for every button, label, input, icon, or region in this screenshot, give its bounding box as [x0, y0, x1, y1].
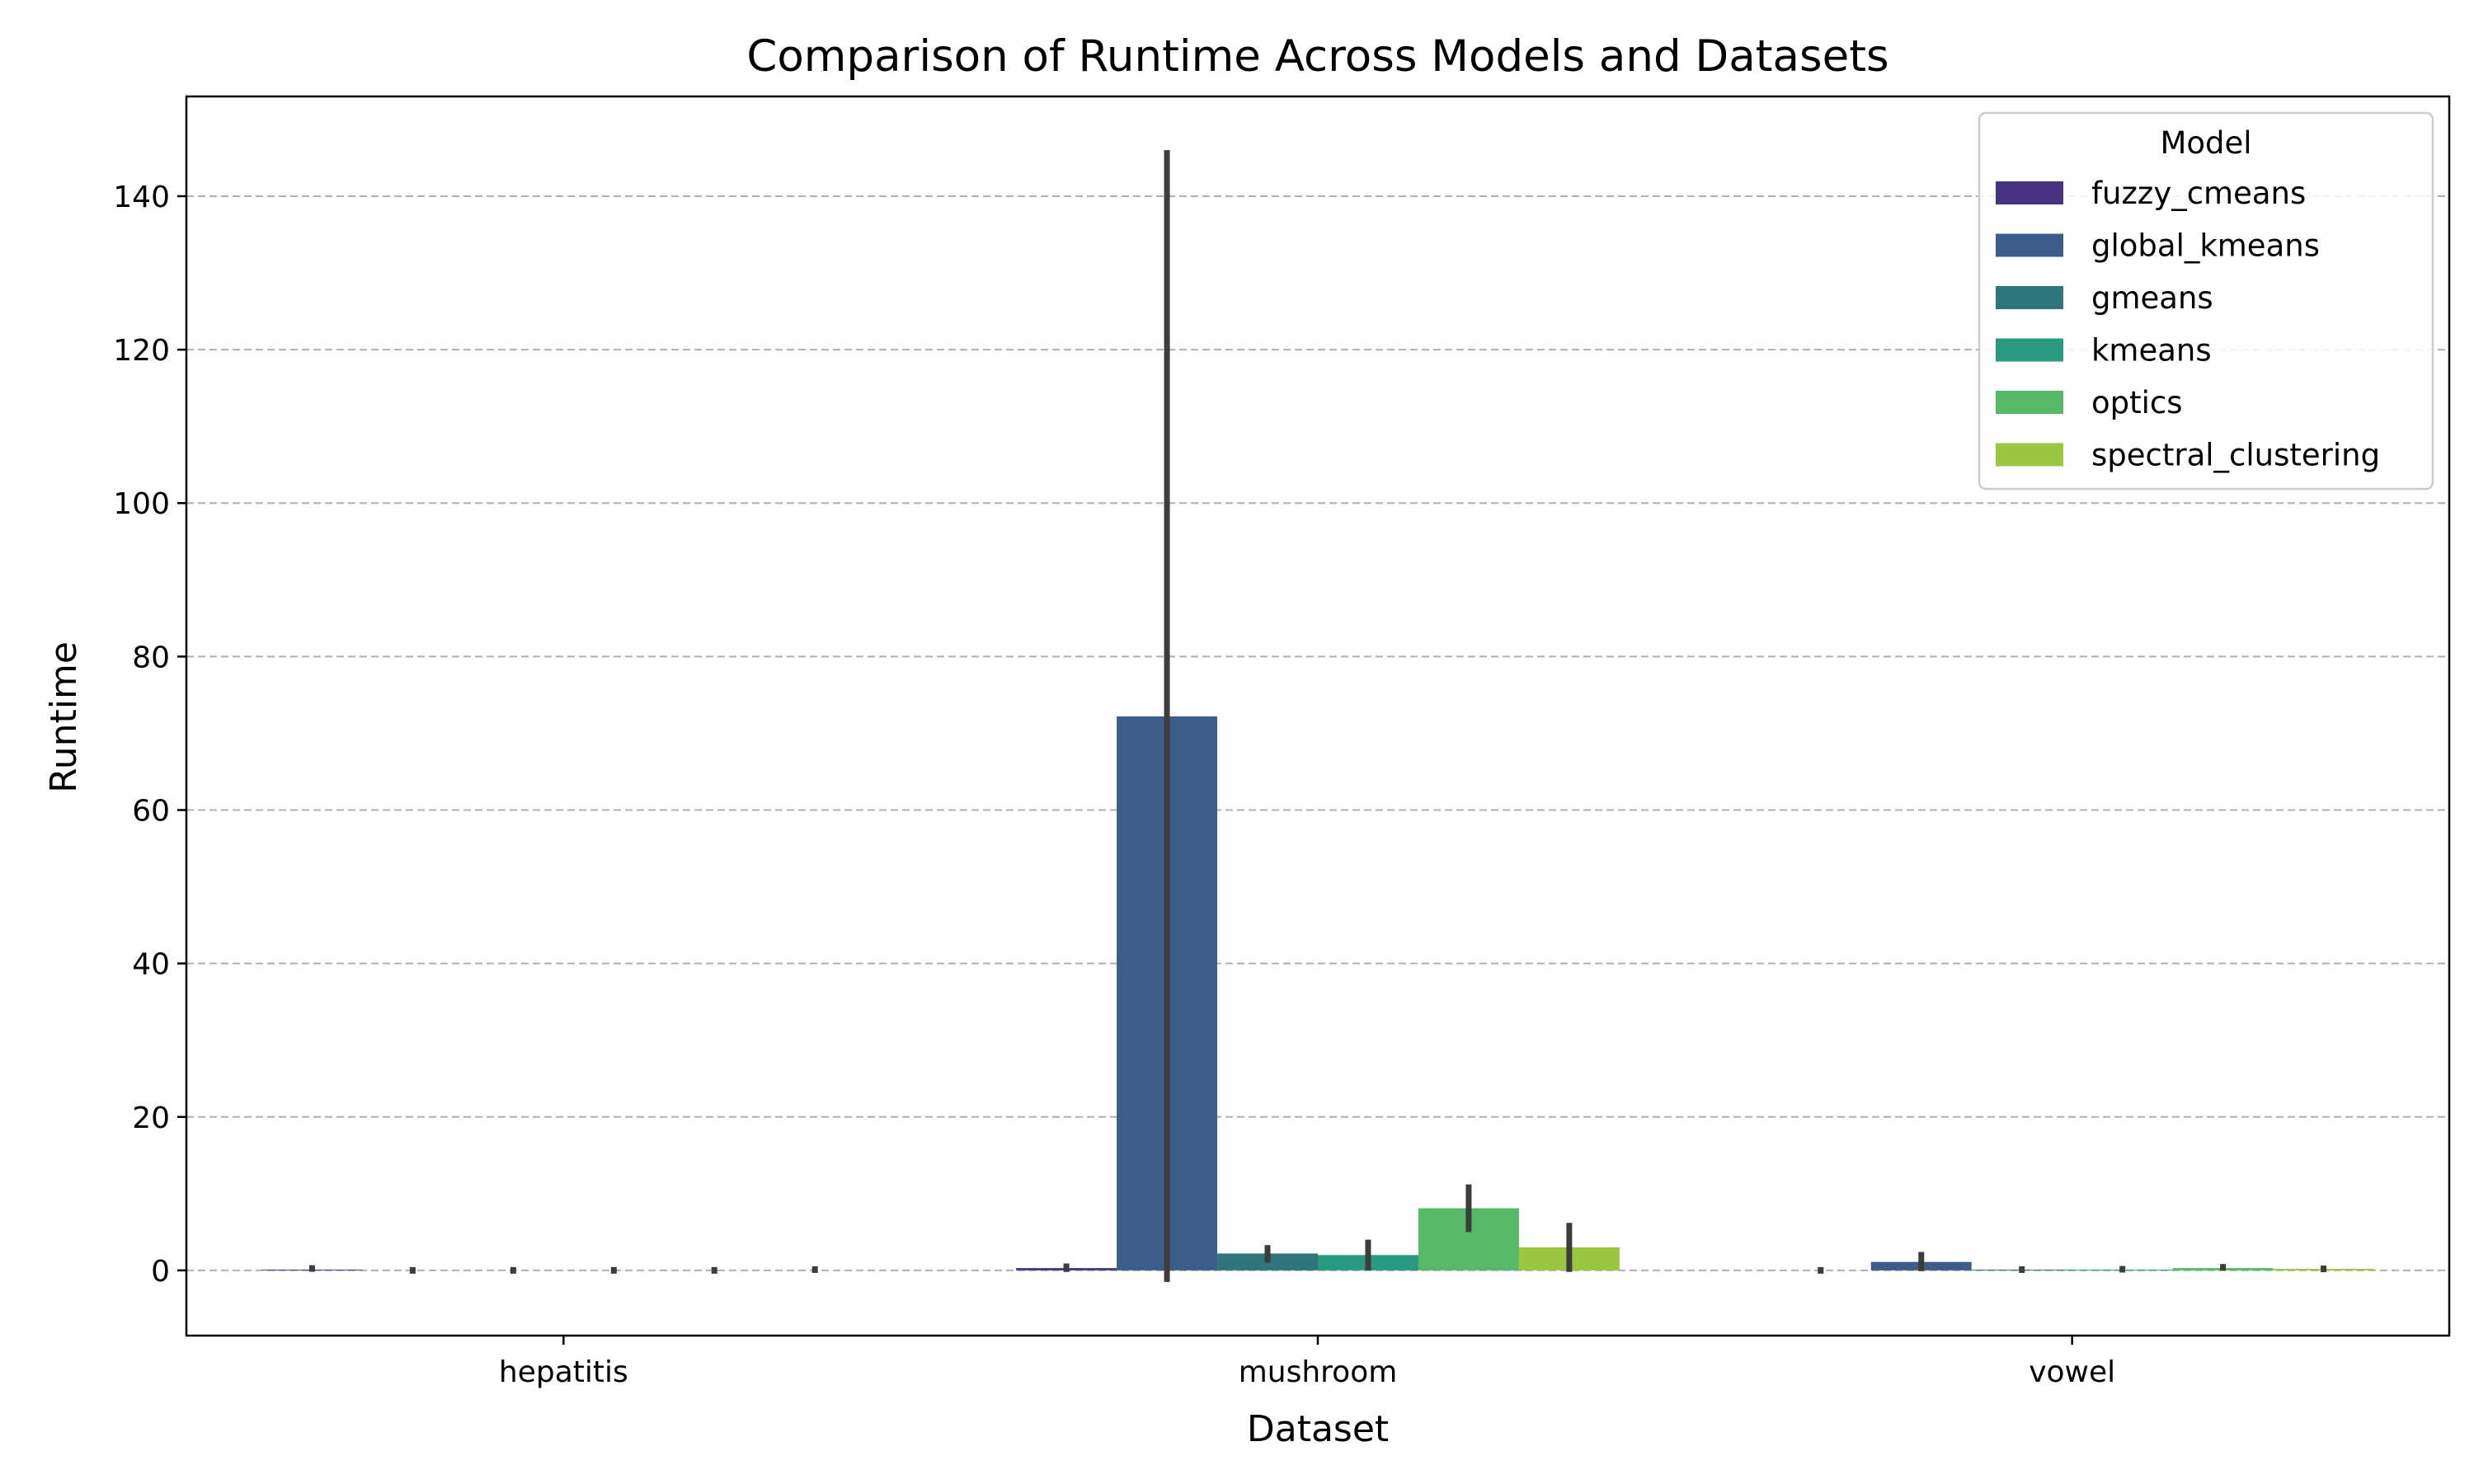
- legend-swatch-spectral_clustering: [1996, 443, 2063, 467]
- legend-swatch-kmeans: [1996, 338, 2063, 362]
- bars: [261, 716, 2374, 1270]
- y-tick-label: 20: [132, 1101, 170, 1135]
- y-axis-label: Runtime: [43, 641, 85, 793]
- legend-label-global_kmeans: global_kmeans: [2091, 228, 2320, 264]
- legend-title: Model: [2160, 125, 2251, 161]
- legend-label-spectral_clustering: spectral_clustering: [2091, 438, 2380, 473]
- y-tick-label: 60: [132, 795, 170, 829]
- y-tick-label: 80: [132, 641, 170, 674]
- y-tick-label: 140: [113, 181, 170, 214]
- legend-label-optics: optics: [2091, 385, 2183, 420]
- y-axis-ticks: 0 20 40 60 80 100 120 140: [113, 181, 186, 1289]
- legend-label-fuzzy_cmeans: fuzzy_cmeans: [2091, 176, 2306, 211]
- x-tick-label: vowel: [2029, 1355, 2115, 1389]
- legend-label-gmeans: gmeans: [2091, 280, 2213, 316]
- legend-swatch-global_kmeans: [1996, 233, 2063, 257]
- x-tick-label: mushroom: [1239, 1355, 1398, 1389]
- chart-title: Comparison of Runtime Across Models and …: [746, 31, 1888, 82]
- y-tick-label: 40: [132, 948, 170, 982]
- error-bars: [308, 150, 2327, 1282]
- legend-swatch-gmeans: [1996, 286, 2063, 309]
- legend-frame: [1978, 111, 2434, 491]
- y-tick-label: 100: [113, 487, 170, 521]
- legend-swatch-optics: [1996, 391, 2063, 414]
- legend-swatch-fuzzy_cmeans: [1996, 181, 2063, 204]
- y-tick-label: 120: [113, 334, 170, 368]
- x-axis-ticks: hepatitis mushroom vowel: [499, 1336, 2115, 1389]
- legend-label-kmeans: kmeans: [2091, 333, 2212, 369]
- x-tick-label: hepatitis: [499, 1355, 628, 1389]
- y-tick-label: 0: [151, 1255, 170, 1289]
- x-axis-label: Dataset: [1247, 1408, 1389, 1450]
